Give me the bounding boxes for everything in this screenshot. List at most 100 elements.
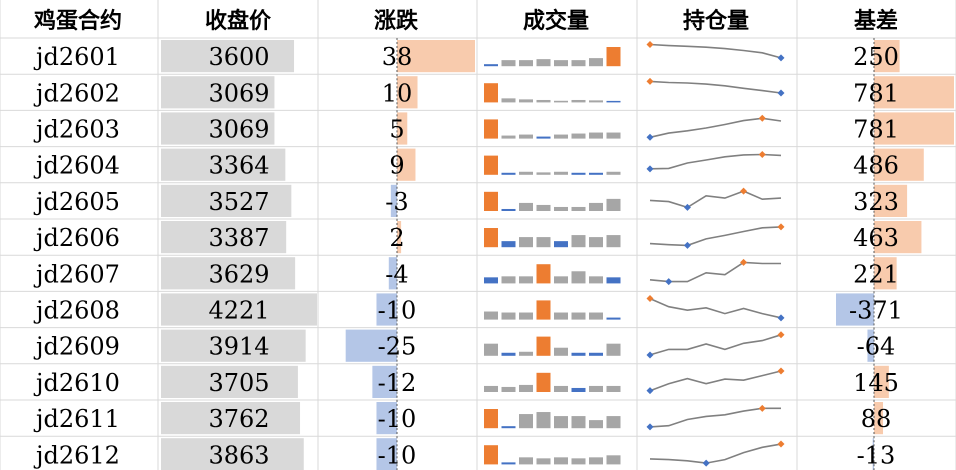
open-interest-high-marker bbox=[777, 440, 785, 448]
change-value: 2 bbox=[389, 224, 404, 252]
basis-bar bbox=[874, 148, 924, 181]
basis-value: 486 bbox=[853, 152, 899, 180]
volume-column bbox=[606, 277, 621, 284]
change-value: -25 bbox=[378, 333, 417, 361]
volume-column bbox=[589, 385, 603, 392]
volume-column bbox=[501, 241, 516, 248]
volume-column bbox=[571, 235, 586, 248]
open-interest-high-marker bbox=[646, 40, 654, 48]
open-interest-high-marker bbox=[646, 295, 654, 303]
close-bar bbox=[161, 257, 296, 290]
cell-text: jd2601 3600 38 250 jd2602 3069 10 781 jd2603 3069… bbox=[33, 43, 903, 469]
change-bar bbox=[397, 148, 416, 181]
volume-column bbox=[501, 352, 516, 356]
header-contract: 鸡蛋合约 bbox=[33, 8, 122, 34]
volume-column bbox=[554, 416, 568, 429]
open-interest-low-marker bbox=[646, 423, 654, 431]
volume-column bbox=[536, 99, 551, 103]
close-value: 3914 bbox=[208, 333, 269, 361]
contract-label: jd2601 bbox=[33, 43, 120, 71]
volume-column bbox=[571, 60, 586, 67]
change-bar bbox=[372, 365, 397, 398]
volume-column bbox=[501, 462, 516, 465]
close-bar bbox=[161, 112, 275, 145]
volume-column bbox=[519, 60, 533, 67]
volume-column bbox=[519, 134, 533, 139]
volume-column bbox=[589, 132, 603, 139]
contract-label: jd2608 bbox=[33, 297, 120, 325]
volume-column bbox=[554, 206, 568, 211]
change-bar bbox=[345, 329, 397, 362]
volume-column bbox=[519, 414, 533, 429]
open-interest-low-marker bbox=[777, 54, 785, 62]
volume-column bbox=[606, 171, 621, 175]
change-bar bbox=[397, 112, 408, 145]
change-value: 5 bbox=[389, 116, 404, 144]
volume-column bbox=[571, 387, 586, 392]
volume-column bbox=[484, 409, 498, 429]
volume-column bbox=[536, 336, 551, 356]
volume-column bbox=[571, 416, 586, 429]
header-volume: 成交量 bbox=[523, 8, 589, 34]
basis-value: -64 bbox=[857, 333, 896, 361]
change-value: -4 bbox=[385, 260, 408, 288]
open-interest-line bbox=[649, 261, 781, 283]
contract-label: jd2609 bbox=[33, 333, 120, 361]
open-interest-low-marker bbox=[646, 133, 654, 141]
close-bar bbox=[161, 76, 275, 109]
volume-column bbox=[606, 235, 621, 248]
volume-column bbox=[606, 385, 621, 392]
change-bar bbox=[388, 257, 397, 290]
close-bar bbox=[161, 221, 287, 254]
close-bar bbox=[161, 293, 317, 326]
volume-column bbox=[501, 276, 516, 284]
open-interest-high-marker bbox=[758, 114, 766, 122]
basis-value: 781 bbox=[853, 79, 899, 107]
volume-column bbox=[519, 171, 533, 175]
open-interest-low-marker bbox=[777, 89, 785, 97]
volume-column bbox=[484, 119, 498, 139]
contract-label: jd2611 bbox=[33, 405, 120, 433]
close-bar bbox=[161, 184, 292, 217]
close-value: 3863 bbox=[208, 441, 269, 469]
open-interest-low-marker bbox=[665, 278, 673, 286]
header-close: 收盘价 bbox=[205, 8, 272, 34]
volume-column bbox=[536, 59, 551, 67]
volume-column bbox=[519, 202, 533, 211]
volume-column bbox=[606, 198, 621, 211]
open-interest-high-marker bbox=[758, 404, 766, 412]
change-value: 38 bbox=[382, 43, 413, 71]
volume-column bbox=[501, 426, 516, 429]
volume-column bbox=[571, 99, 586, 103]
volume-column bbox=[571, 206, 586, 211]
close-bar bbox=[161, 40, 295, 73]
volume-column bbox=[571, 133, 586, 139]
basis-value: 250 bbox=[853, 43, 899, 71]
basis-value: 463 bbox=[853, 224, 899, 252]
volume-column bbox=[606, 100, 621, 103]
volume-column bbox=[589, 237, 603, 248]
volume-column bbox=[536, 300, 551, 320]
basis-value: 323 bbox=[853, 188, 899, 216]
volume-column bbox=[501, 98, 516, 103]
volume-column bbox=[554, 60, 568, 67]
open-interest-line bbox=[649, 43, 782, 59]
basis-value: 221 bbox=[853, 260, 899, 288]
volume-column bbox=[484, 385, 498, 392]
volume-column bbox=[536, 172, 551, 175]
volume-column bbox=[589, 352, 603, 356]
contract-label: jd2602 bbox=[33, 79, 120, 107]
volume-column bbox=[554, 134, 568, 139]
volume-column bbox=[501, 386, 516, 392]
volume-column bbox=[501, 208, 516, 211]
volume-column bbox=[519, 457, 533, 465]
open-interest-line bbox=[649, 297, 782, 319]
volume-column bbox=[554, 171, 568, 175]
volume-column bbox=[536, 458, 551, 465]
close-bar bbox=[161, 402, 301, 435]
volume-column bbox=[606, 47, 621, 67]
contract-label: jd2607 bbox=[33, 260, 120, 288]
close-bar bbox=[161, 365, 298, 398]
contract-label: jd2612 bbox=[33, 441, 120, 469]
